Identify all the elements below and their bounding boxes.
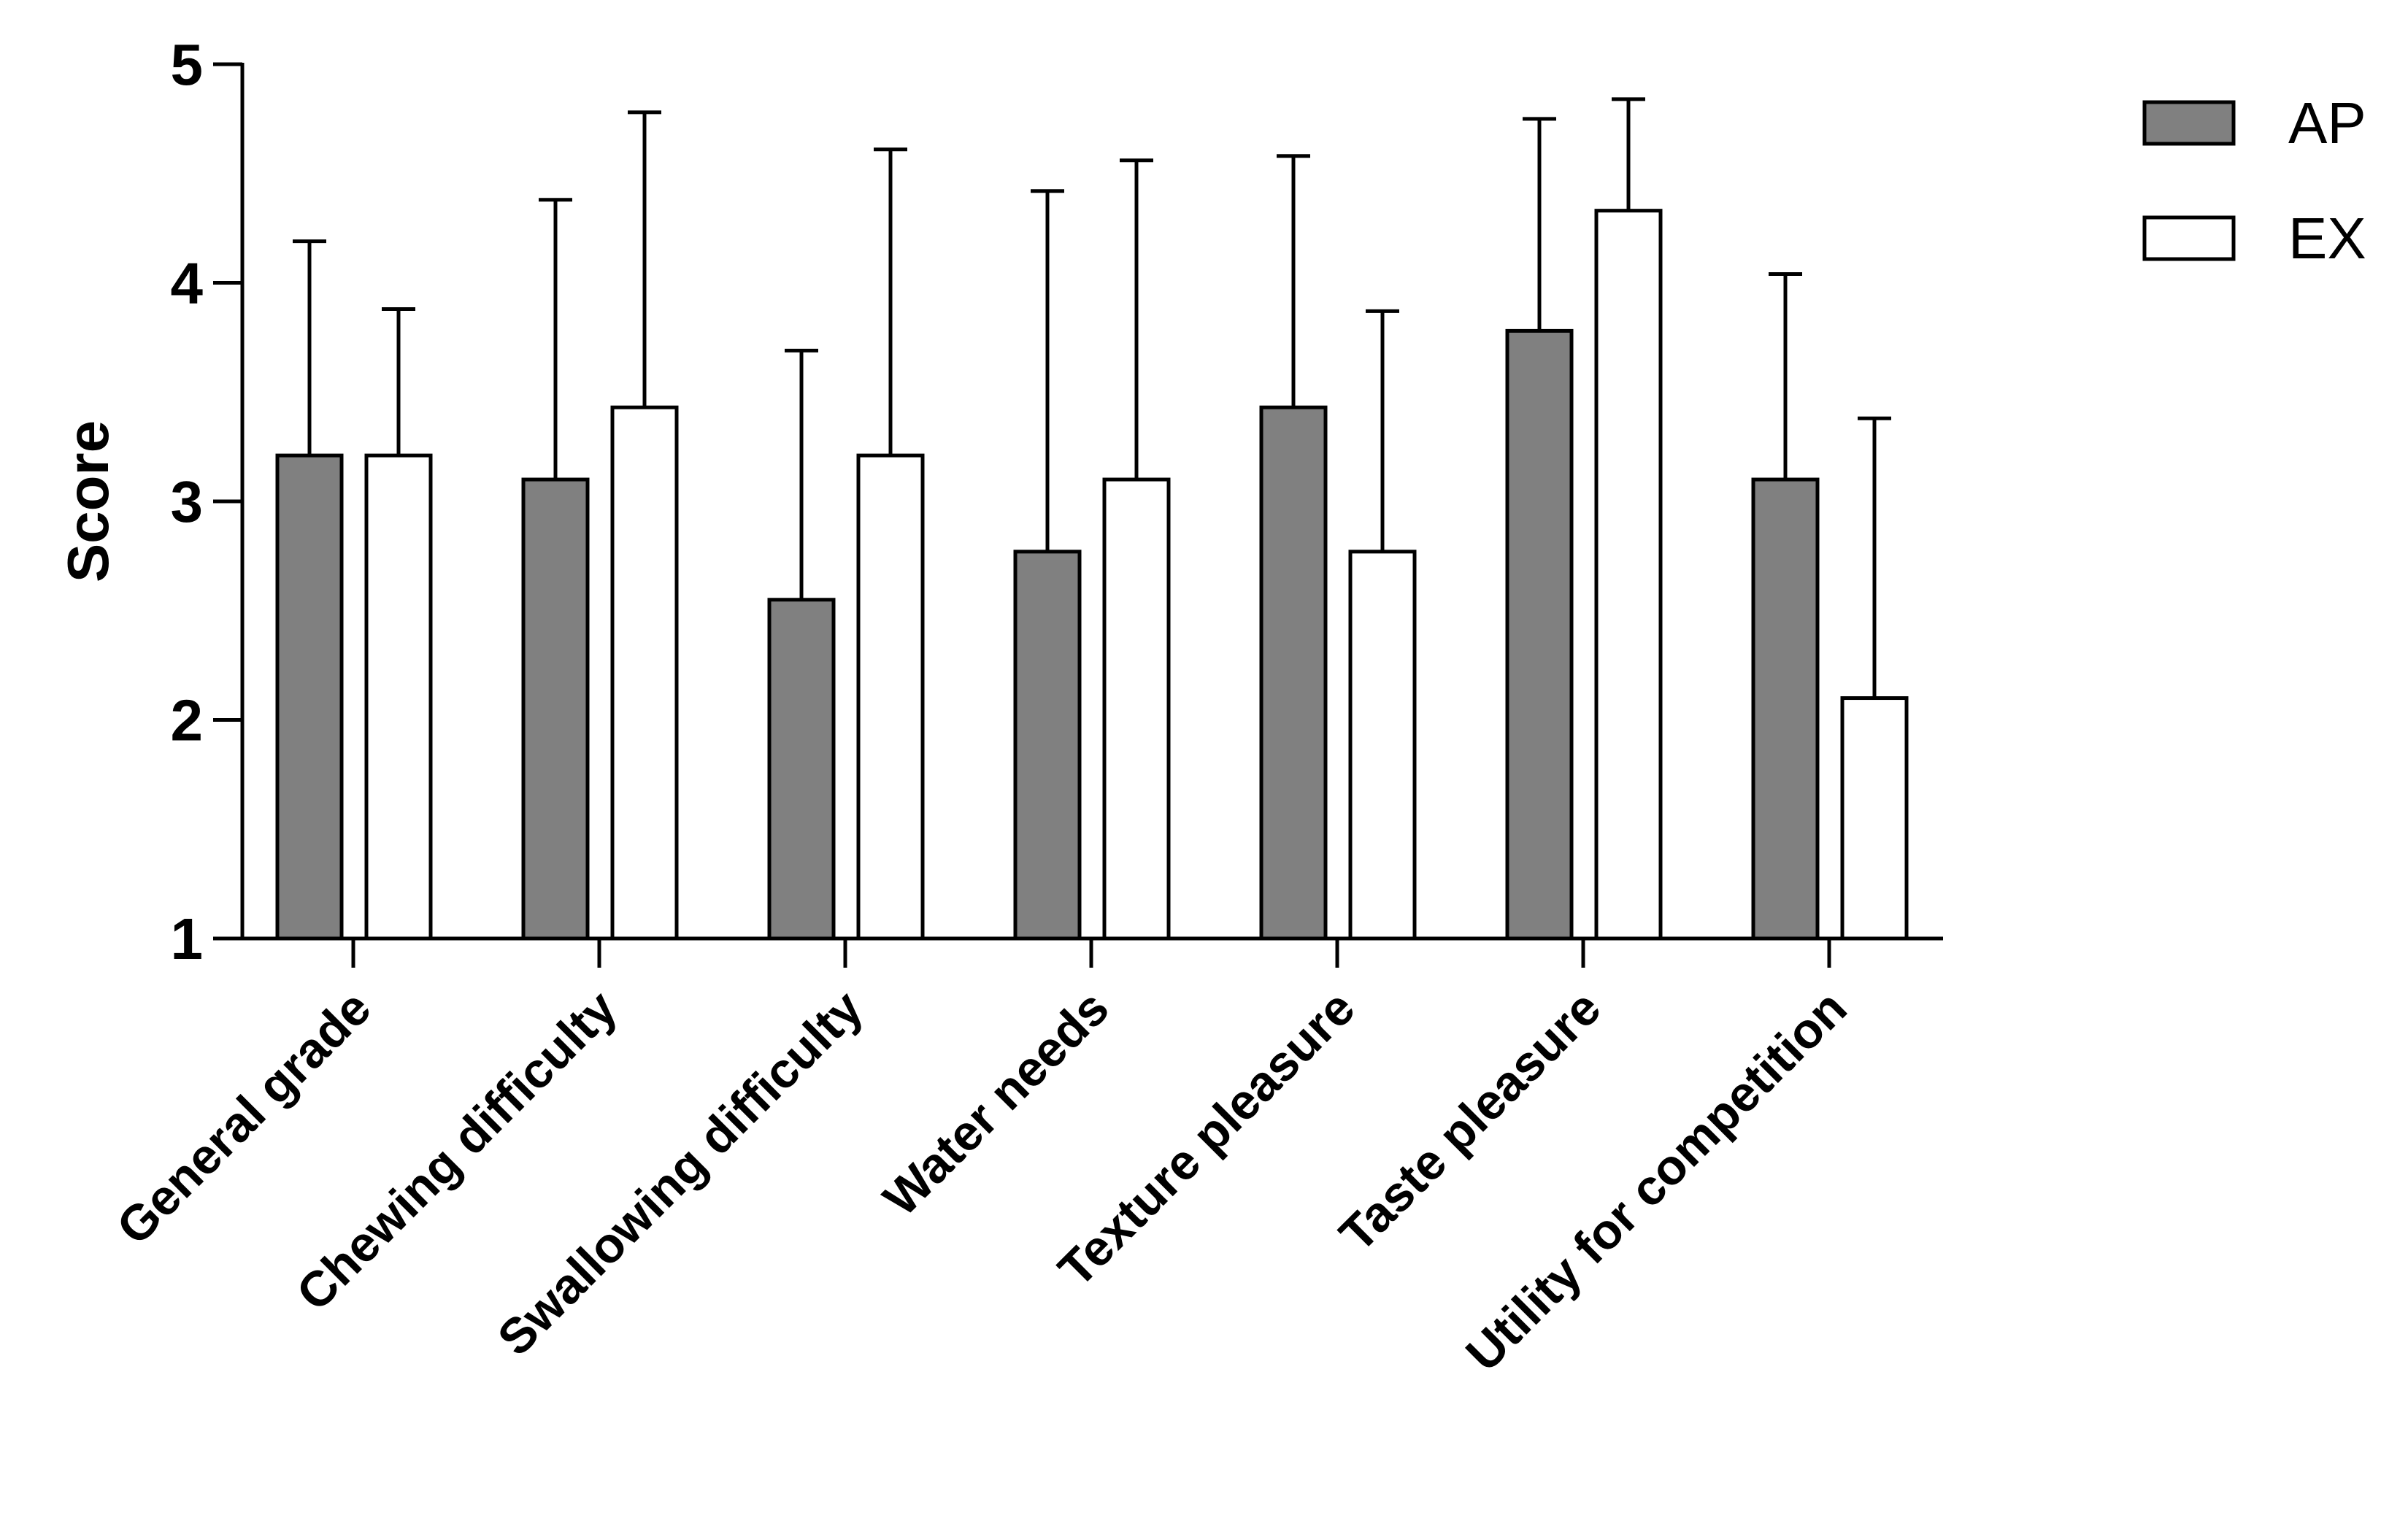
y-tick-label: 1	[171, 906, 204, 971]
bar	[1751, 477, 1820, 941]
bar	[1840, 696, 1909, 941]
legend-label: AP	[2288, 90, 2366, 155]
y-tick-label: 4	[171, 251, 204, 316]
bar	[856, 453, 925, 941]
bar	[1348, 550, 1417, 941]
y-tick-label: 3	[171, 469, 204, 534]
bar	[364, 453, 433, 941]
bar	[1594, 209, 1663, 941]
bar	[275, 453, 344, 941]
bar	[521, 477, 590, 941]
bar	[1013, 550, 1082, 941]
bar	[1259, 405, 1328, 941]
legend-label: EX	[2288, 206, 2366, 271]
legend-swatch	[2142, 100, 2236, 146]
y-tick-label: 5	[171, 32, 204, 97]
legend-swatch	[2142, 215, 2236, 261]
bar	[767, 598, 836, 941]
bar	[610, 405, 679, 941]
y-tick-label: 2	[171, 688, 204, 753]
bar	[1102, 477, 1171, 941]
x-tick-label: General grade	[106, 980, 381, 1255]
x-tick-label: Taste pleasure	[1329, 980, 1612, 1263]
bar	[1505, 328, 1574, 941]
y-axis-label: Score	[55, 420, 120, 582]
x-tick-label: Water needs	[873, 980, 1120, 1227]
